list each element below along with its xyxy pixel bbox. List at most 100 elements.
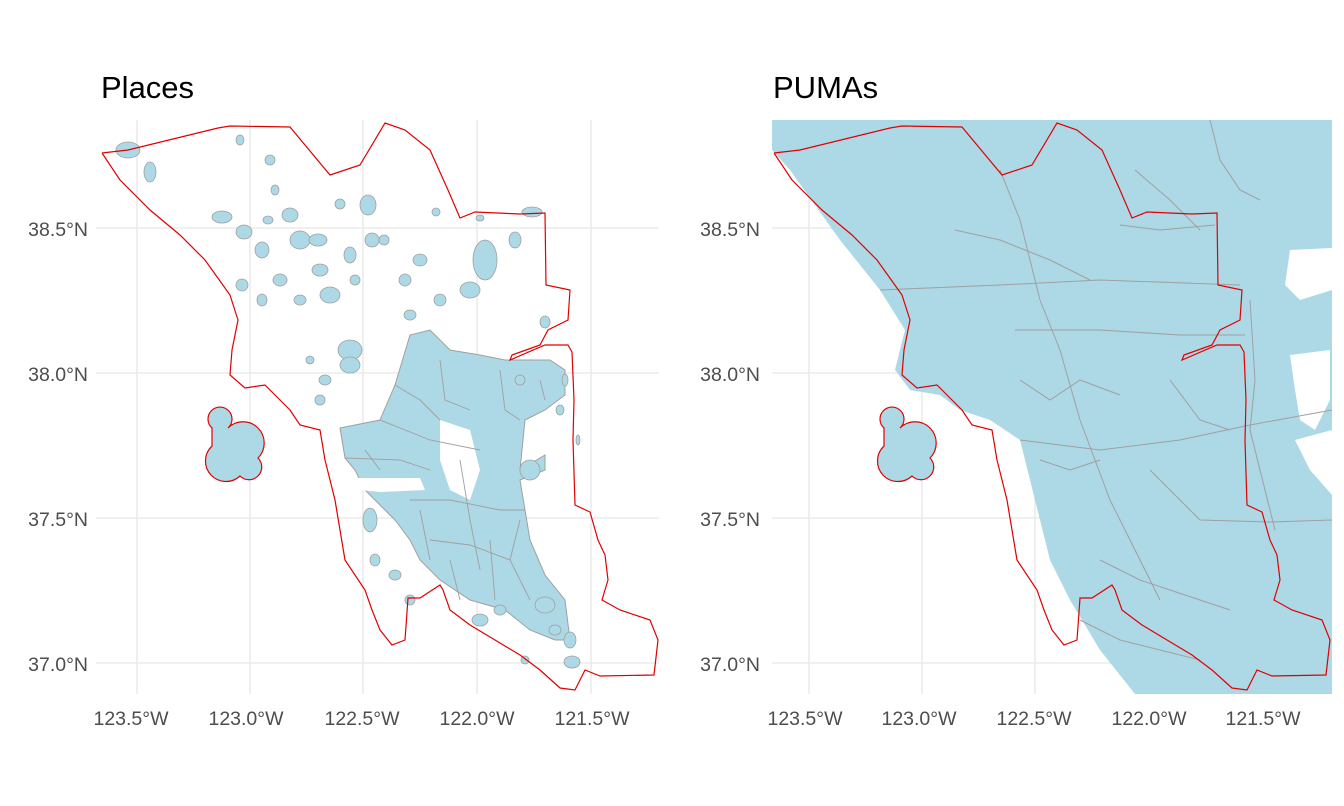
puma-border-15	[1209, 120, 1261, 201]
places-title: Places	[101, 70, 195, 105]
place-polygon-54	[431, 207, 441, 217]
place-polygon-12	[343, 246, 357, 264]
place-polygon-40	[575, 434, 581, 446]
place-polygon-29	[521, 206, 543, 218]
place-polygon-1	[143, 161, 157, 183]
puma-hole-2	[1290, 350, 1330, 430]
pumas-x-tick-121.5: 121.5°W	[1225, 708, 1301, 730]
places-y-tick-37.0: 37.0°N	[28, 654, 88, 676]
place-polygon-13	[311, 263, 329, 277]
farallon-islands	[876, 406, 937, 483]
place-polygon-23	[235, 134, 245, 146]
puma-border-5	[1019, 409, 1332, 451]
place-polygon-7	[308, 233, 328, 247]
place-polygon-15	[349, 274, 361, 286]
place-polygon-3	[235, 224, 253, 240]
place-polygon-31	[403, 309, 417, 321]
bay-area-boundary	[101, 122, 659, 691]
place-polygon-4	[254, 241, 270, 259]
places-x-tick-122.0: 122.0°W	[439, 708, 515, 730]
puma-border-1	[954, 229, 1091, 281]
places-bay-gap	[355, 478, 425, 492]
place-polygon-6	[289, 230, 311, 250]
place-polygon-27	[472, 239, 498, 281]
puma-border-6	[1059, 349, 1161, 601]
place-polygon-53	[339, 356, 361, 374]
places-x-tick-122.5: 122.5°W	[324, 708, 400, 730]
pumas-y-tick-37.5: 37.5°N	[700, 509, 760, 531]
place-polygon-46	[493, 604, 507, 616]
places-y-tick-38.5: 38.5°N	[28, 219, 88, 241]
bay-area-boundary	[773, 122, 1331, 691]
place-polygon-45	[471, 613, 489, 627]
places-x-tick-123.0: 123.0°W	[208, 708, 284, 730]
pumas-y-tick-37.0: 37.0°N	[700, 654, 760, 676]
place-polygon-28	[508, 231, 522, 249]
places-map-panel	[96, 120, 659, 694]
place-polygon-42	[369, 553, 381, 567]
place-polygon-30	[398, 273, 412, 287]
place-polygon-41	[362, 507, 378, 533]
pumas-x-tick-123.5: 123.5°W	[767, 708, 843, 730]
place-border-6	[509, 519, 531, 601]
puma-border-0	[879, 279, 1241, 291]
puma-hole-1	[1285, 248, 1332, 300]
place-polygon-49	[563, 655, 581, 669]
place-border-10	[459, 459, 481, 571]
place-polygon-36	[539, 315, 551, 329]
puma-border-8	[1099, 559, 1231, 611]
place-border-2	[410, 499, 525, 511]
place-polygon-18	[256, 293, 268, 307]
puma-border-13	[1079, 619, 1201, 661]
place-polygon-43	[388, 569, 402, 581]
place-border-1	[394, 384, 441, 421]
place-polygon-39	[555, 404, 565, 416]
puma-hole-3	[1295, 430, 1332, 495]
pumas-y-tick-38.5: 38.5°N	[700, 219, 760, 241]
pumas-map-panel	[772, 120, 1332, 694]
place-border-8	[439, 359, 471, 411]
place-polygon-34	[314, 394, 326, 406]
place-polygon-25	[433, 293, 447, 307]
puma-coverage	[772, 120, 1332, 694]
place-border-0	[379, 419, 481, 451]
puma-ne-a	[1240, 120, 1332, 260]
pumas-title: PUMAs	[773, 70, 879, 105]
place-polygon-10	[364, 232, 380, 248]
puma-border-2	[999, 169, 1061, 351]
place-border-11	[419, 509, 431, 561]
place-border-5	[489, 539, 496, 601]
place-polygon-50	[520, 655, 530, 665]
place-polygon-11	[378, 234, 390, 246]
puma-border-7	[1149, 469, 1332, 523]
place-polygon-55	[475, 214, 485, 222]
place-polygon-8	[334, 198, 346, 210]
place-polygon-47	[534, 596, 556, 614]
pumas-x-tick-123.0: 123.0°W	[881, 708, 957, 730]
place-polygon-52	[519, 459, 541, 481]
places-y-tick-38.0: 38.0°N	[28, 364, 88, 386]
place-polygon-16	[293, 294, 307, 306]
place-polygon-51	[548, 624, 562, 636]
place-polygon-19	[235, 278, 249, 292]
place-polygon-22	[270, 184, 280, 196]
pumas-y-tick-38.0: 38.0°N	[700, 364, 760, 386]
place-polygon-24	[412, 253, 428, 267]
place-polygon-44	[404, 594, 416, 606]
place-polygon-5	[281, 207, 299, 223]
place-polygon-48	[563, 631, 577, 649]
places-x-tick-123.5: 123.5°W	[93, 708, 169, 730]
place-polygon-14	[319, 286, 341, 304]
place-polygon-33	[318, 374, 332, 386]
puma-border-9	[1249, 299, 1276, 531]
place-polygon-2	[211, 210, 233, 224]
place-border-9	[499, 369, 521, 421]
place-polygon-35	[305, 355, 315, 365]
place-border-13	[539, 379, 546, 401]
place-polygon-9	[359, 194, 377, 216]
puma-border-14	[1134, 169, 1201, 231]
place-border-7	[344, 457, 431, 471]
place-border-3	[429, 539, 511, 561]
place-polygon-17	[272, 273, 288, 287]
